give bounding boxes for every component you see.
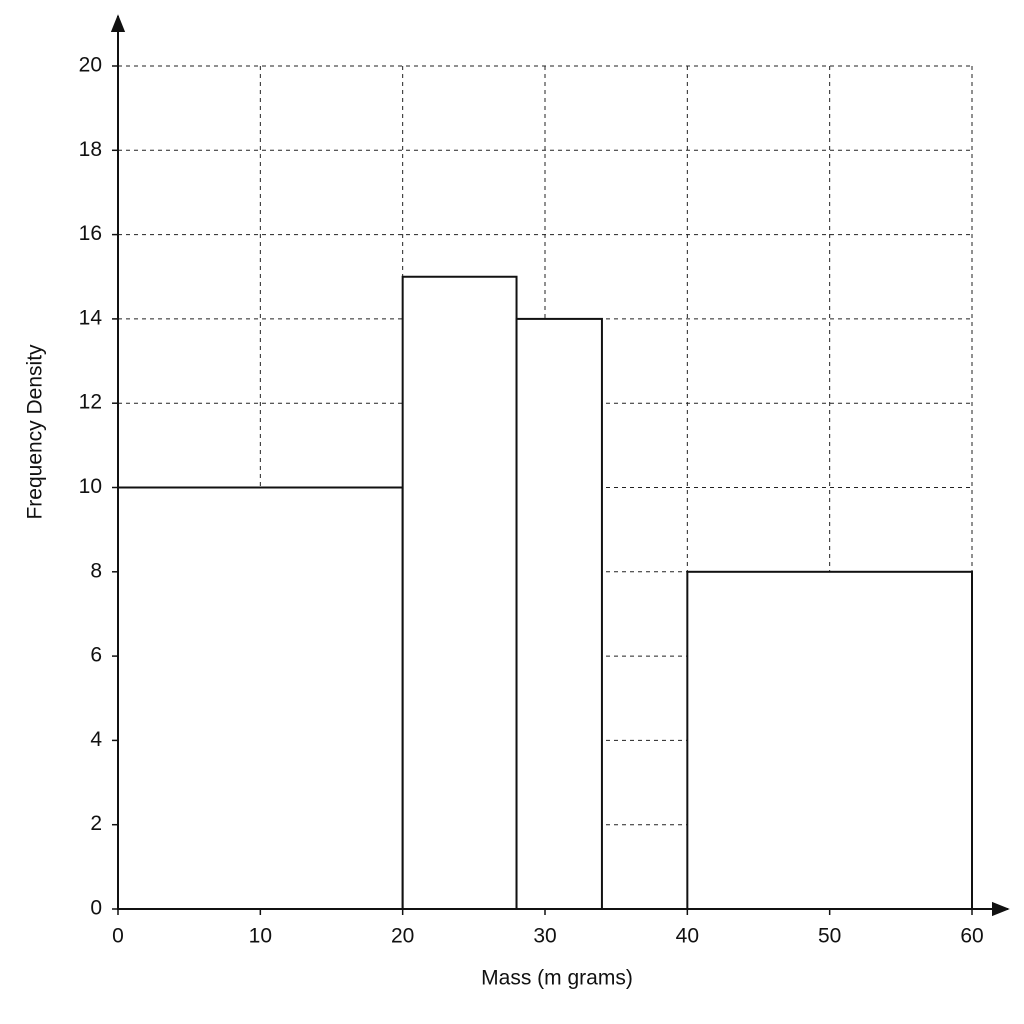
y-tick-label: 2 (90, 812, 102, 835)
bars (117, 275, 973, 910)
x-axis-label: Mass (m grams) (481, 967, 633, 990)
x-tick-label: 0 (112, 925, 124, 948)
y-tick-label: 12 (79, 391, 102, 414)
bar (117, 486, 404, 910)
y-axis-label: Frequency Density (24, 344, 47, 520)
x-tick-label: 60 (960, 925, 983, 948)
y-tick-label: 16 (79, 222, 102, 245)
ticks: 0 2 4 6 8 10 12 14 16 18 20 0 10 20 30 40 50 60 (79, 54, 984, 948)
x-tick-label: 50 (818, 925, 841, 948)
x-tick-label: 40 (676, 925, 699, 948)
y-tick-label: 0 (90, 897, 102, 920)
bar (686, 570, 973, 910)
x-tick-label: 20 (391, 925, 414, 948)
x-tick-label: 30 (533, 925, 556, 948)
y-tick-label: 10 (79, 475, 102, 498)
y-tick-label: 4 (90, 728, 102, 751)
y-tick-label: 20 (79, 54, 102, 77)
bar (515, 317, 603, 910)
bar (401, 275, 518, 910)
x-tick-label: 10 (249, 925, 272, 948)
y-tick-label: 18 (79, 138, 102, 161)
y-tick-label: 14 (79, 306, 103, 329)
y-tick-label: 6 (90, 644, 102, 667)
y-tick-label: 8 (90, 559, 102, 582)
